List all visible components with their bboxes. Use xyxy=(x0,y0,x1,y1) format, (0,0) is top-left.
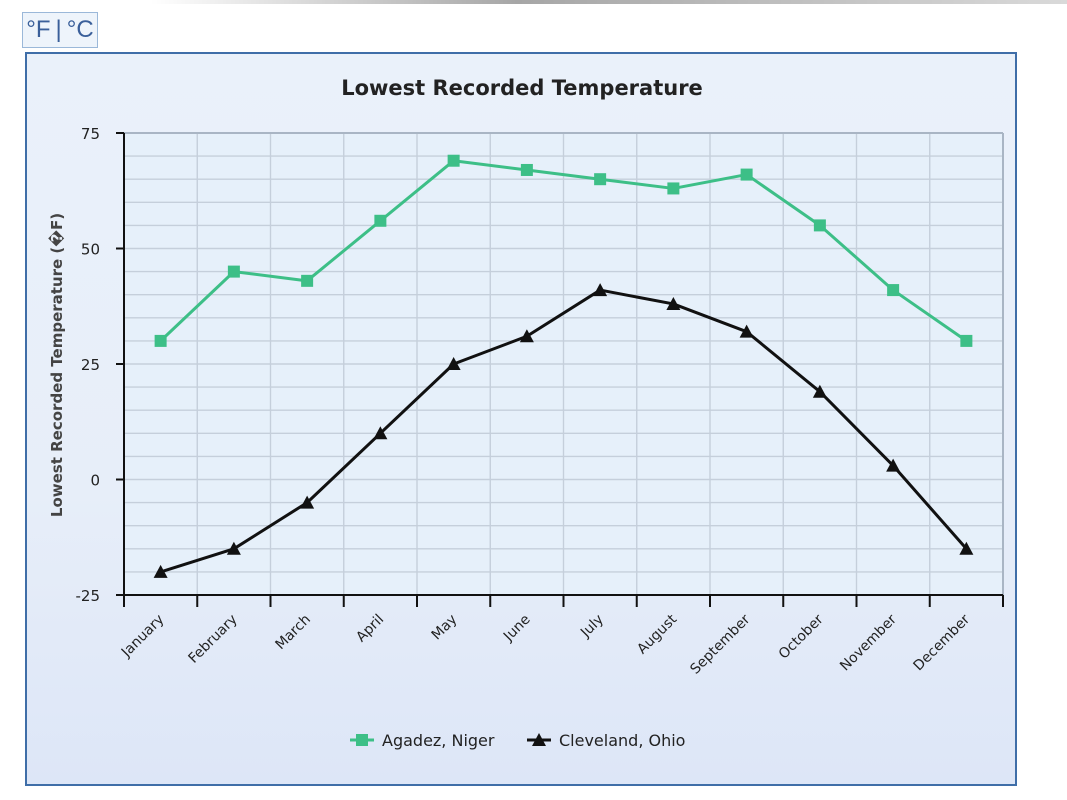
data-point-agadez xyxy=(301,274,314,287)
x-tick-label: September xyxy=(687,611,753,677)
data-point-cleveland xyxy=(812,384,827,398)
data-point-agadez xyxy=(374,214,387,227)
series-line-agadez xyxy=(159,159,968,343)
y-tick-label: 75 xyxy=(81,125,100,143)
window-edge-shadow xyxy=(150,0,1067,4)
data-point-agadez xyxy=(667,182,680,195)
line-chart: Lowest Recorded Temperature Lowest Recor… xyxy=(47,76,1004,750)
y-tick-label: 50 xyxy=(81,241,100,259)
legend: Agadez, Niger Cleveland, Ohio xyxy=(350,731,685,750)
data-point-cleveland xyxy=(446,357,461,370)
fahrenheit-option[interactable]: °F xyxy=(26,16,51,43)
x-tick-label: June xyxy=(500,612,534,646)
data-point-cleveland xyxy=(593,283,608,297)
x-tick-label: October xyxy=(776,611,827,662)
chart-title: Lowest Recorded Temperature xyxy=(341,76,703,100)
data-point-agadez xyxy=(447,154,460,167)
chart-container: Lowest Recorded Temperature Lowest Recor… xyxy=(25,52,1017,786)
x-tick-label: January xyxy=(118,612,168,662)
x-tick-label: July xyxy=(577,612,607,642)
data-point-cleveland xyxy=(226,541,241,555)
data-point-cleveland xyxy=(739,324,754,338)
data-point-agadez xyxy=(960,334,973,347)
data-point-cleveland xyxy=(373,426,388,440)
data-point-cleveland xyxy=(300,495,315,509)
x-tick-label: November xyxy=(837,611,900,674)
data-point-agadez xyxy=(154,334,167,347)
x-tick-label: February xyxy=(186,612,241,667)
data-point-agadez xyxy=(594,173,607,186)
legend-marker xyxy=(356,734,368,746)
legend-marker xyxy=(532,733,546,746)
x-tick-label: December xyxy=(911,611,974,674)
unit-separator: | xyxy=(55,16,62,43)
data-point-cleveland xyxy=(666,296,681,310)
x-tick-label: August xyxy=(634,611,680,657)
celsius-option[interactable]: °C xyxy=(66,16,94,43)
data-point-agadez xyxy=(740,168,753,181)
data-point-cleveland xyxy=(519,329,534,343)
data-point-agadez xyxy=(227,265,240,278)
data-point-cleveland xyxy=(959,541,974,555)
data-point-agadez xyxy=(887,284,900,297)
data-point-agadez xyxy=(813,219,826,232)
x-tick-label: April xyxy=(353,612,387,646)
data-point-cleveland xyxy=(153,564,168,578)
legend-label: Cleveland, Ohio xyxy=(559,731,685,750)
data-point-cleveland xyxy=(886,458,901,472)
y-tick-label: 25 xyxy=(81,356,100,374)
y-tick-label: 0 xyxy=(90,472,100,490)
x-tick-label: May xyxy=(429,612,461,644)
temperature-unit-toggle[interactable]: °F | °C xyxy=(22,12,98,48)
x-tick-label: March xyxy=(272,612,313,653)
data-point-agadez xyxy=(520,163,533,176)
series-line-cleveland xyxy=(160,288,968,574)
plot-area: -25 0 25 50 75 January February March April May Ju… xyxy=(76,125,1004,678)
y-tick-label: -25 xyxy=(76,587,101,605)
legend-label: Agadez, Niger xyxy=(382,731,495,750)
y-axis-label: Lowest Recorded Temperature (�F) xyxy=(47,213,66,517)
